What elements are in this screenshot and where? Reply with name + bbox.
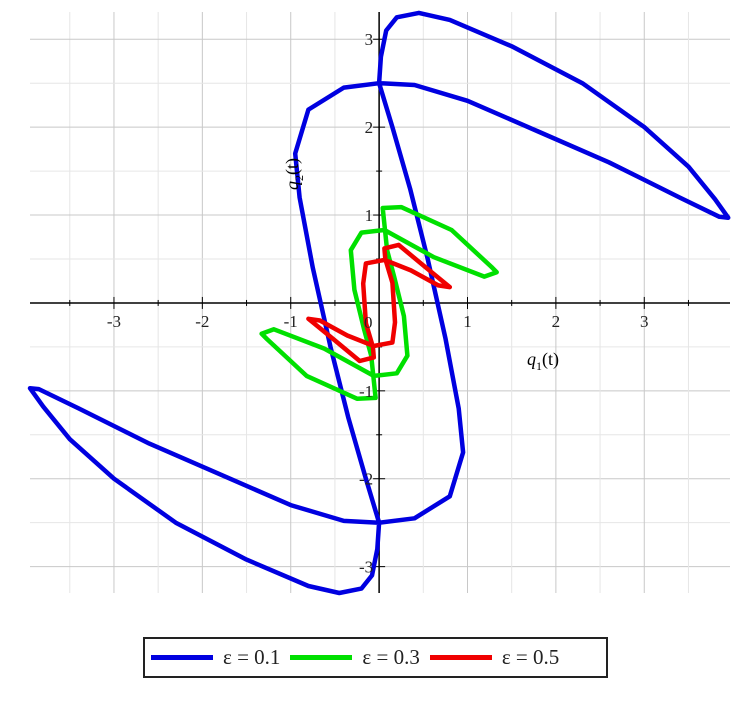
origin-label: 0 <box>364 313 373 332</box>
legend-label: ε = 0.3 <box>362 645 420 669</box>
y-tick-label: -2 <box>359 470 373 489</box>
x-axis-label: q1(t) <box>527 349 559 373</box>
x-tick-label: 2 <box>552 312 561 331</box>
x-tick-label: 1 <box>463 312 472 331</box>
legend-swatch <box>429 655 492 660</box>
y-tick-label: 2 <box>365 118 374 137</box>
legend: ε = 0.1 ε = 0.3 ε = 0.5 <box>143 637 608 678</box>
y-tick-label: -1 <box>359 382 373 401</box>
y-axis-label: q2(t) <box>282 158 306 190</box>
y-tick-label: 3 <box>365 30 374 49</box>
x-tick-label: -1 <box>284 312 298 331</box>
y-tick-label: -3 <box>359 558 373 577</box>
y-tick-label: 1 <box>365 206 374 225</box>
legend-item-eps-0-1: ε = 0.1 <box>151 645 280 670</box>
series-curve-1 <box>259 204 499 401</box>
legend-swatch <box>151 655 213 660</box>
legend-item-eps-0-3: ε = 0.3 <box>290 645 420 670</box>
x-tick-label: -2 <box>195 312 209 331</box>
x-tick-label: -3 <box>107 312 121 331</box>
phase-plot: -3 -2 -1 1 2 3 -3 -2 -1 1 2 3 q1(t) q2(t) 0 <box>27 10 731 596</box>
legend-item-eps-0-5: ε = 0.5 <box>429 645 560 670</box>
legend-label: ε = 0.5 <box>501 645 560 669</box>
legend-label: ε = 0.1 <box>223 645 281 669</box>
x-tick-label: 3 <box>640 312 649 331</box>
tick-labels: -3 -2 -1 1 2 3 -3 -2 -1 1 2 3 <box>107 30 649 576</box>
series-curve-0 <box>27 10 731 596</box>
axes <box>30 12 730 593</box>
curves <box>27 10 731 596</box>
series-curve-2 <box>306 242 453 364</box>
legend-swatch <box>290 655 353 660</box>
